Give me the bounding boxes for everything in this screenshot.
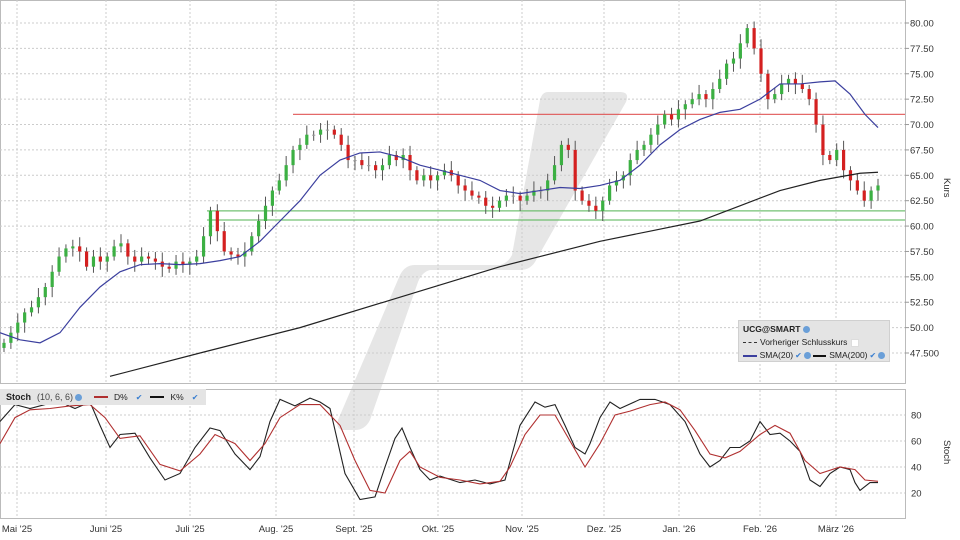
- svg-text:77.50: 77.50: [910, 44, 934, 55]
- svg-text:60.00: 60.00: [910, 222, 934, 233]
- check-icon[interactable]: ✔: [869, 351, 877, 360]
- symbol-label: UCG@SMART: [743, 324, 801, 334]
- sma200-label: SMA(200): [829, 350, 868, 360]
- svg-text:72.50: 72.50: [910, 95, 934, 106]
- svg-text:67.50: 67.50: [910, 145, 934, 156]
- black-line-icon: [150, 396, 165, 398]
- checkbox-icon[interactable]: [851, 338, 860, 347]
- svg-text:Jan. '26: Jan. '26: [663, 524, 696, 535]
- svg-text:Aug. '25: Aug. '25: [259, 524, 294, 535]
- stoch-legend: Stoch (10, 6, 6) D% ✔ K% ✔: [0, 389, 207, 405]
- blue-line-icon: [743, 354, 757, 357]
- dashed-line-icon: [743, 342, 757, 343]
- svg-text:47.500: 47.500: [910, 349, 939, 360]
- svg-text:März '26: März '26: [818, 524, 854, 535]
- main-legend: UCG@SMART Vorheriger Schlusskurs SMA(20)…: [738, 320, 890, 362]
- svg-text:Sept. '25: Sept. '25: [335, 524, 372, 535]
- svg-text:65.00: 65.00: [910, 171, 934, 182]
- svg-text:80.00: 80.00: [910, 19, 934, 30]
- prev-close-label: Vorheriger Schlusskurs: [760, 337, 848, 347]
- svg-text:Dez. '25: Dez. '25: [587, 524, 622, 535]
- svg-text:Nov. '25: Nov. '25: [505, 524, 539, 535]
- svg-text:Juli '25: Juli '25: [175, 524, 204, 535]
- stoch-params: (10, 6, 6): [37, 392, 74, 402]
- legend-sma: SMA(20) ✔ SMA(200) ✔: [743, 349, 885, 362]
- svg-text:Okt. '25: Okt. '25: [422, 524, 454, 535]
- check-icon[interactable]: ✔: [135, 392, 143, 402]
- svg-text:20: 20: [911, 489, 922, 500]
- k-label: K%: [170, 392, 184, 402]
- svg-text:57.50: 57.50: [910, 247, 934, 258]
- svg-text:70.00: 70.00: [910, 120, 934, 131]
- svg-text:Mai '25: Mai '25: [2, 524, 32, 535]
- check-icon[interactable]: ✔: [795, 351, 802, 360]
- legend-symbol: UCG@SMART: [743, 323, 885, 336]
- check-icon[interactable]: ✔: [191, 392, 199, 402]
- stoch-axis-title: Stoch: [941, 440, 952, 465]
- legend-prev-close: Vorheriger Schlusskurs: [743, 336, 885, 349]
- svg-text:52.50: 52.50: [910, 298, 934, 309]
- black-line-icon: [812, 354, 827, 357]
- d-label: D%: [114, 392, 128, 402]
- svg-text:50.00: 50.00: [910, 323, 934, 334]
- price-axis-title: Kurs: [941, 178, 952, 198]
- svg-text:75.00: 75.00: [910, 69, 934, 80]
- svg-text:62.50: 62.50: [910, 196, 934, 207]
- sma20-label: SMA(20): [759, 350, 794, 360]
- svg-text:40: 40: [911, 463, 922, 474]
- globe-icon[interactable]: [75, 393, 83, 401]
- globe-icon[interactable]: [803, 326, 811, 333]
- svg-text:55.00: 55.00: [910, 272, 934, 283]
- svg-text:Juni '25: Juni '25: [90, 524, 122, 535]
- globe-icon[interactable]: [803, 352, 811, 359]
- watermark: [337, 92, 628, 430]
- svg-text:Feb. '26: Feb. '26: [743, 524, 777, 535]
- svg-text:80: 80: [911, 411, 922, 422]
- svg-text:60: 60: [911, 437, 922, 448]
- red-line-icon: [94, 396, 109, 398]
- globe-icon[interactable]: [878, 352, 885, 359]
- stoch-title: Stoch: [6, 392, 32, 402]
